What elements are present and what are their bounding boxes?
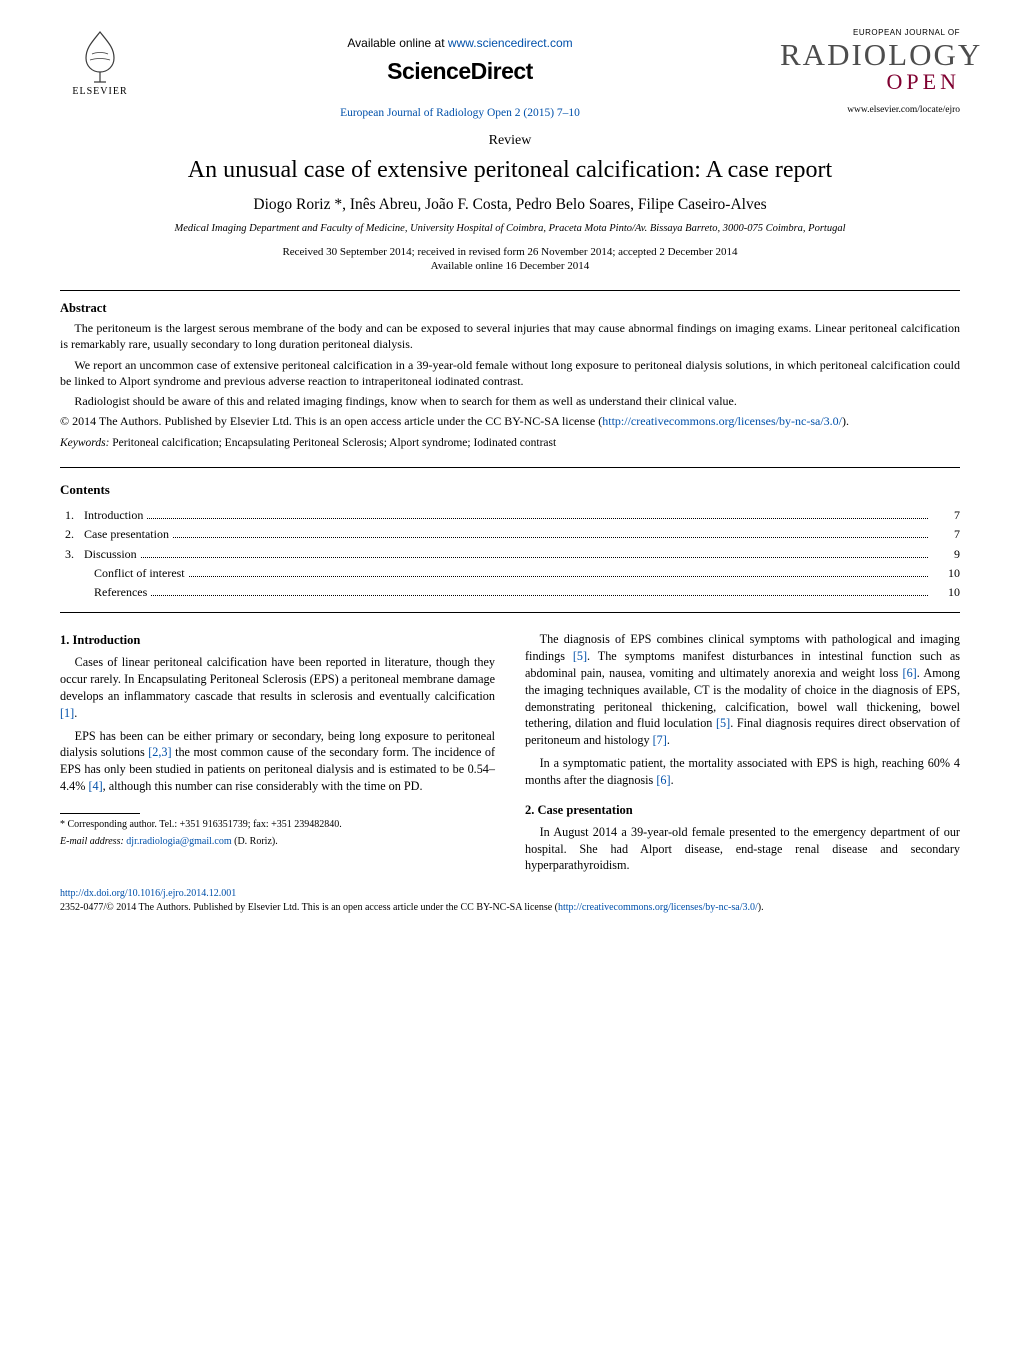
article-type: Review [60,133,960,149]
toc-dots [189,576,928,577]
ref-link-7[interactable]: [7] [653,733,667,747]
journal-logo-open: OPEN [780,69,960,95]
abstract-p2: We report an uncommon case of extensive … [60,357,960,389]
toc-row: 2. Case presentation 7 [60,525,960,544]
page-header: ELSEVIER Available online at www.science… [60,28,960,119]
sciencedirect-url[interactable]: www.sciencedirect.com [448,36,573,50]
intro-p1-a: Cases of linear peritoneal calcification… [60,655,495,703]
toc-label: Discussion [84,545,137,564]
email-post: (D. Roriz). [232,836,278,847]
contents-heading: Contents [60,482,960,498]
toc-row: Conflict of interest 10 [60,564,960,583]
journal-ref-link[interactable]: European Journal of Radiology Open 2 (20… [340,107,580,119]
doi-url[interactable]: http://dx.doi.org/10.1016/j.ejro.2014.12… [60,888,236,899]
toc-row: 3. Discussion 9 [60,545,960,564]
abstract-p1: The peritoneum is the largest serous mem… [60,320,960,352]
section-1-heading: 1. Introduction [60,633,495,648]
cc-license-link[interactable]: http://creativecommons.org/licenses/by-n… [602,414,842,428]
right-p1: The diagnosis of EPS combines clinical s… [525,631,960,749]
footer-cc-link[interactable]: http://creativecommons.org/licenses/by-n… [558,902,758,913]
toc-page: 10 [932,583,960,602]
journal-reference: European Journal of Radiology Open 2 (20… [140,107,780,119]
toc-label: Conflict of interest [94,564,185,583]
doi-link[interactable]: http://dx.doi.org/10.1016/j.ejro.2014.12… [60,888,960,899]
toc-page: 7 [932,506,960,525]
ref-link-6a[interactable]: [6] [903,666,917,680]
keywords-label: Keywords: [60,437,109,449]
toc-row: 1. Introduction 7 [60,506,960,525]
elsevier-tree-icon [72,28,128,84]
left-column: 1. Introduction Cases of linear peritone… [60,631,495,874]
toc-label: Introduction [84,506,143,525]
toc-num: 1. [60,506,84,525]
keywords-text: Peritoneal calcification; Encapsulating … [109,437,556,449]
footer-copyright-a: 2352-0477/© 2014 The Authors. Published … [60,902,558,913]
abstract-copyright: © 2014 The Authors. Published by Elsevie… [60,413,960,429]
sciencedirect-wordmark: ScienceDirect [140,58,780,85]
table-of-contents: 1. Introduction 7 2. Case presentation 7… [60,506,960,602]
right-p1-b: . The symptoms manifest disturbances in … [525,649,960,680]
elsevier-logo: ELSEVIER [60,28,140,118]
abstract-p3: Radiologist should be aware of this and … [60,393,960,409]
email-address[interactable]: djr.radiologia@gmail.com [124,836,232,847]
right-p2: In a symptomatic patient, the mortality … [525,755,960,789]
ref-link-6b[interactable]: [6] [656,773,670,787]
available-text: Available online at [347,36,448,50]
intro-p1: Cases of linear peritoneal calcification… [60,654,495,721]
ref-link-1[interactable]: [1] [60,706,74,720]
toc-num: 3. [60,545,84,564]
article-title: An unusual case of extensive peritoneal … [60,157,960,184]
available-line: Available online at www.sciencedirect.co… [140,36,780,50]
toc-label: References [94,583,147,602]
copyright-pre: © 2014 The Authors. Published by Elsevie… [60,414,602,428]
right-p2-a: In a symptomatic patient, the mortality … [525,756,960,787]
ref-link-4[interactable]: [4] [88,779,102,793]
abstract-heading: Abstract [60,301,960,316]
footer-copyright-b: ). [758,902,764,913]
toc-num: 2. [60,525,84,544]
right-column: The diagnosis of EPS combines clinical s… [525,631,960,874]
journal-logo-radiology: RADIOLOGY [780,41,960,69]
journal-logo: EUROPEAN JOURNAL OF RADIOLOGY OPEN www.e… [780,28,960,115]
copyright-post: ). [842,414,849,428]
footnote-rule [60,813,140,814]
rule-2 [60,467,960,468]
case-p1: In August 2014 a 39-year-old female pres… [525,824,960,874]
corresponding-author: * Corresponding author. Tel.: +351 91635… [60,818,495,832]
intro-p2-c: , although this number can rise consider… [103,779,423,793]
toc-label: Case presentation [84,525,169,544]
right-p2-b: . [671,773,674,787]
ref-link-23[interactable]: [2,3] [148,745,171,759]
footer-copyright: 2352-0477/© 2014 The Authors. Published … [60,901,960,914]
article-dates: Received 30 September 2014; received in … [60,246,960,258]
toc-dots [151,595,928,596]
body-columns: 1. Introduction Cases of linear peritone… [60,631,960,874]
ref-link-5b[interactable]: [5] [716,716,730,730]
section-2-heading: 2. Case presentation [525,803,960,818]
email-label: E-mail address: [60,836,124,847]
ref-link-5a[interactable]: [5] [573,649,587,663]
email-line: E-mail address: djr.radiologia@gmail.com… [60,835,495,849]
rule-1 [60,290,960,291]
journal-logo-url: www.elsevier.com/locate/ejro [780,105,960,115]
header-center: Available online at www.sciencedirect.co… [140,28,780,119]
toc-page: 9 [932,545,960,564]
elsevier-label: ELSEVIER [72,86,127,97]
toc-dots [173,537,928,538]
authors-line: Diogo Roriz *, Inês Abreu, João F. Costa… [60,196,960,214]
journal-logo-eu: EUROPEAN JOURNAL OF [780,28,960,37]
rule-3 [60,612,960,613]
toc-row: References 10 [60,583,960,602]
toc-dots [147,518,928,519]
affiliation: Medical Imaging Department and Faculty o… [60,222,960,236]
intro-p2: EPS has been can be either primary or se… [60,728,495,795]
toc-dots [141,557,928,558]
toc-page: 7 [932,525,960,544]
available-online: Available online 16 December 2014 [60,260,960,272]
toc-page: 10 [932,564,960,583]
intro-p1-b: . [74,706,77,720]
keywords-line: Keywords: Peritoneal calcification; Enca… [60,437,960,449]
right-p1-e: . [667,733,670,747]
